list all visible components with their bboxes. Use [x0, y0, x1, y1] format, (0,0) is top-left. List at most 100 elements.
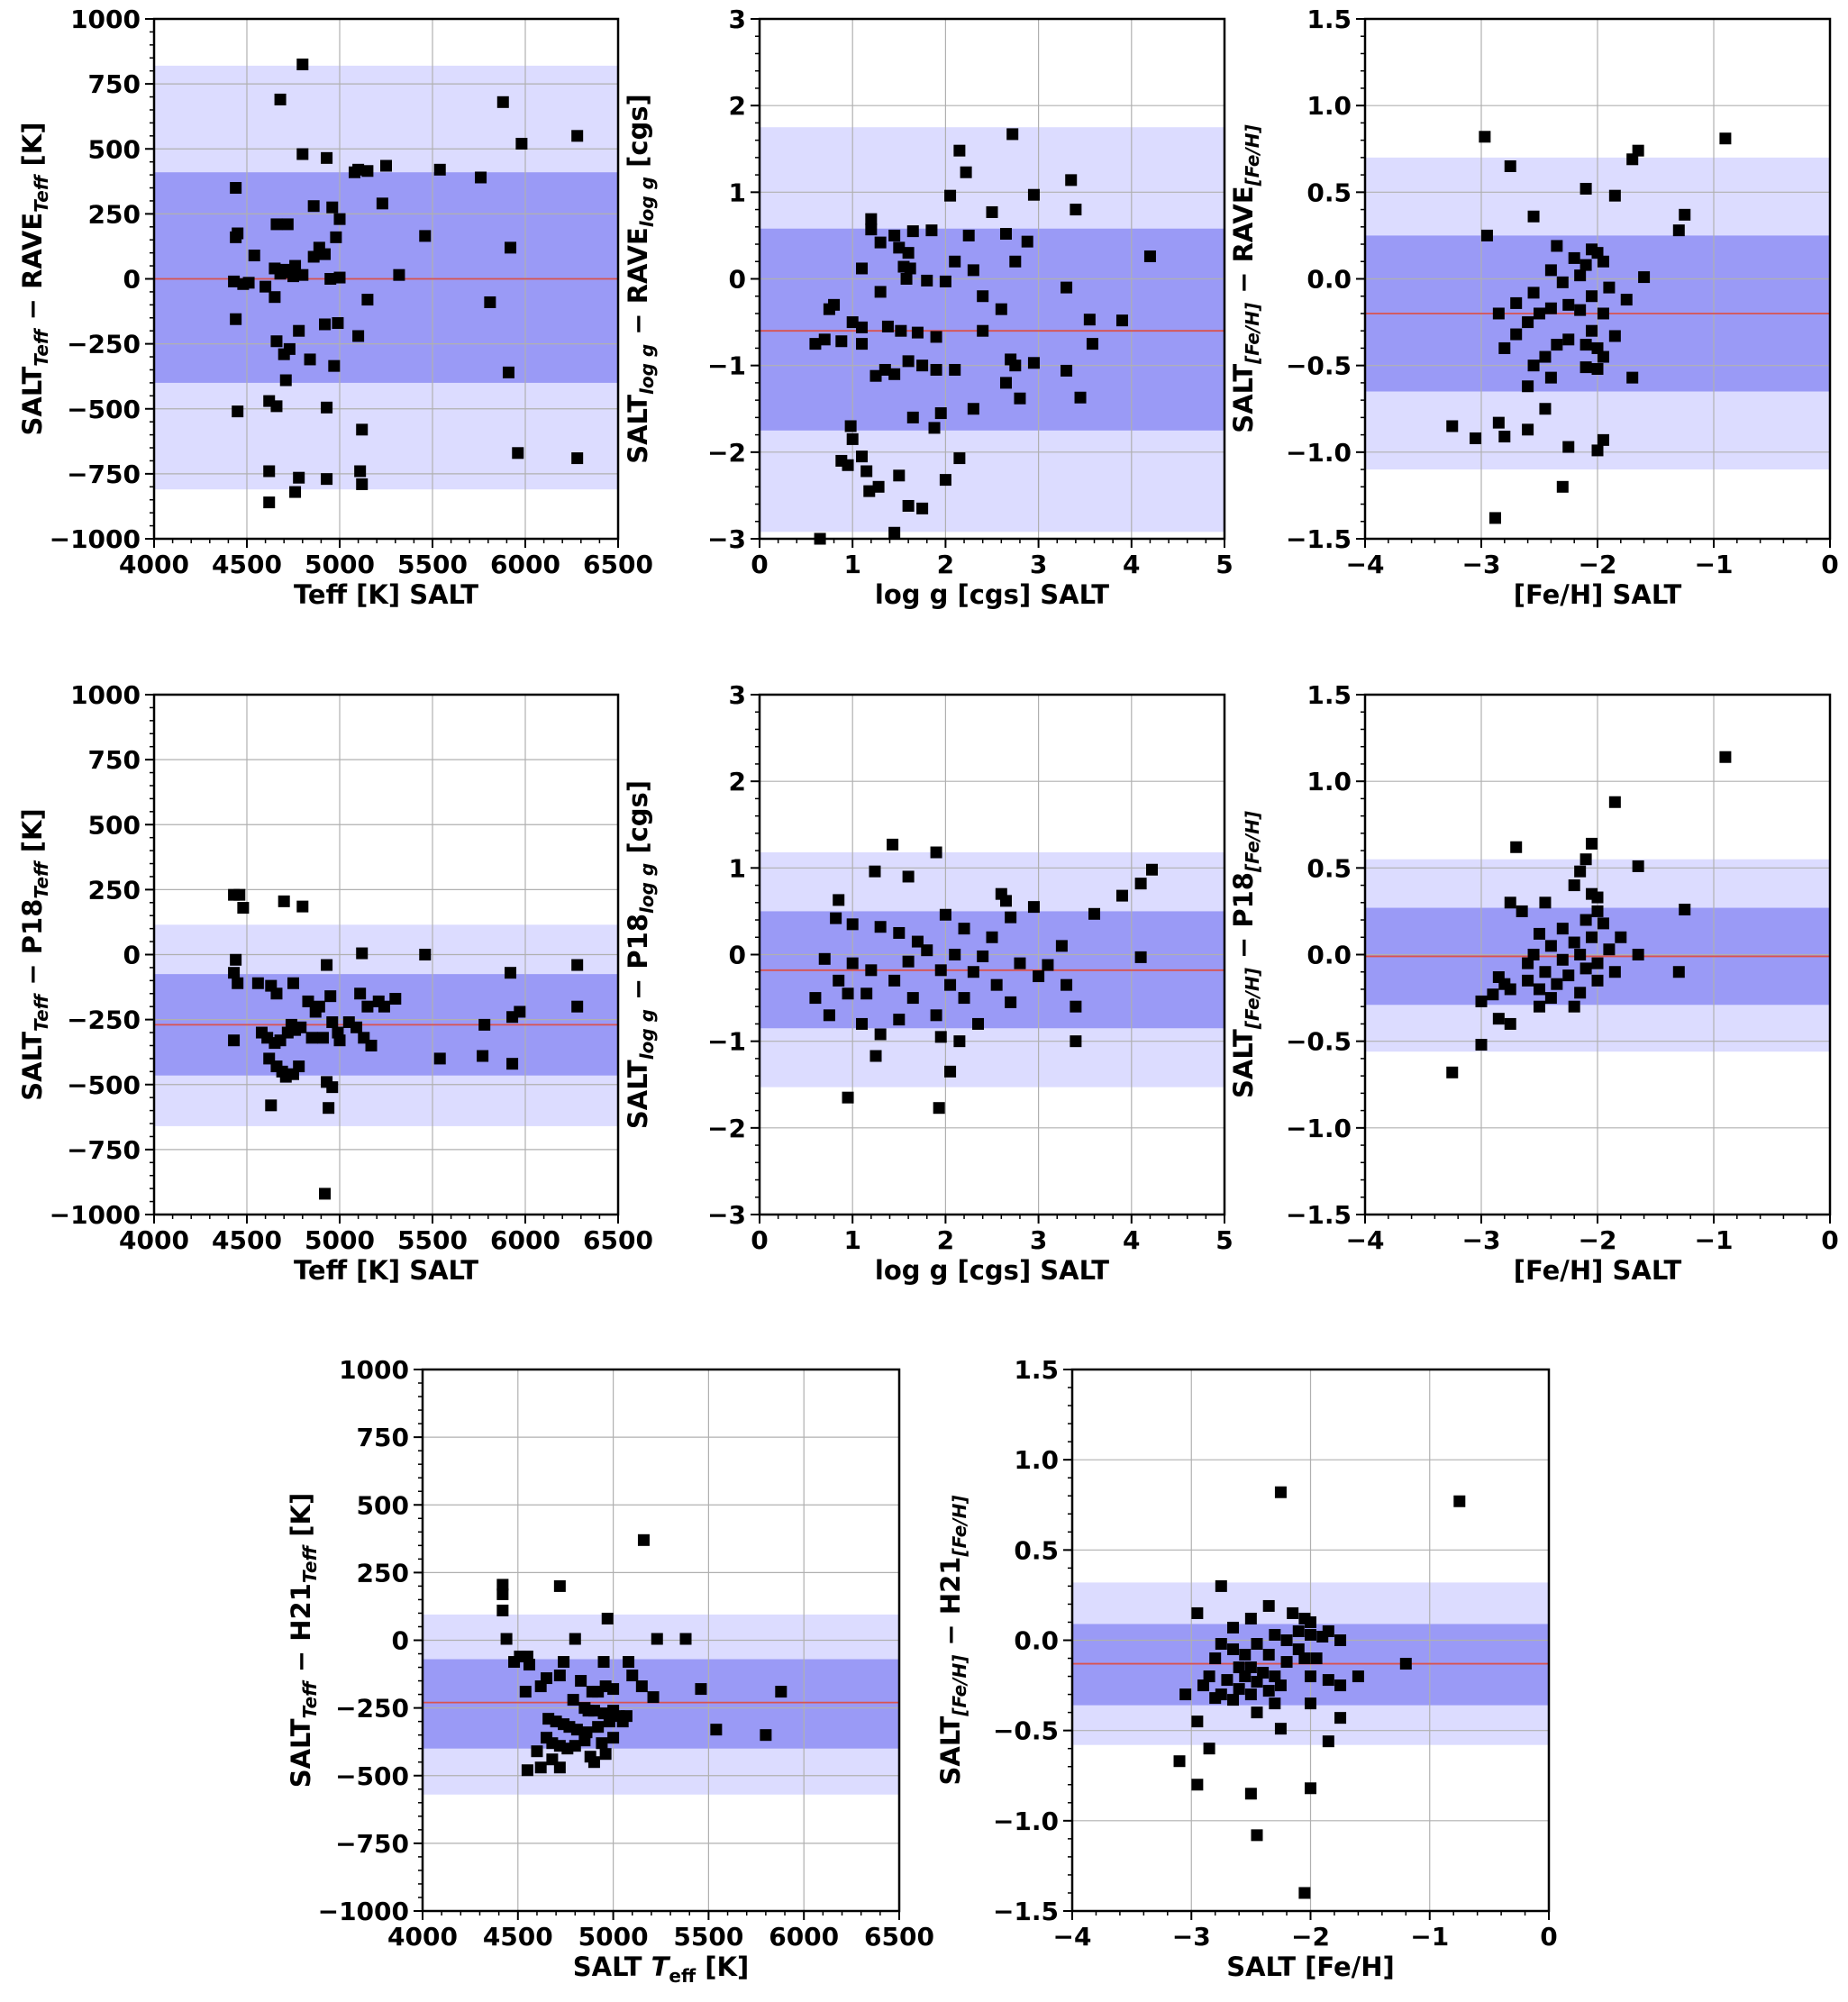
data-point — [1005, 911, 1017, 924]
data-point — [259, 280, 272, 293]
data-point — [881, 320, 894, 332]
y-axis-label: SALT[Fe/H] − P18[Fe/H] — [1228, 811, 1263, 1098]
data-point — [1061, 364, 1073, 377]
data-point — [1597, 307, 1609, 320]
y-tick-label: 0 — [123, 941, 141, 970]
data-point — [515, 137, 528, 150]
data-point — [1579, 962, 1592, 975]
x-tick-label: 0 — [751, 550, 768, 579]
data-point — [1574, 269, 1587, 282]
data-point — [1280, 1634, 1293, 1646]
x-tick-label: 4000 — [119, 550, 189, 579]
data-point — [1522, 423, 1534, 436]
data-point — [1544, 264, 1557, 277]
data-point — [953, 144, 966, 157]
data-point — [1510, 328, 1523, 341]
data-point — [1498, 431, 1511, 443]
data-point — [352, 330, 365, 342]
data-point — [1574, 304, 1587, 316]
data-point — [710, 1724, 723, 1736]
data-point — [930, 1009, 942, 1022]
data-point — [623, 1656, 635, 1669]
data-point — [350, 1021, 363, 1033]
data-point — [930, 363, 942, 376]
data-point — [902, 247, 915, 259]
data-point — [321, 151, 333, 164]
data-point — [856, 262, 869, 275]
data-point — [679, 1633, 692, 1645]
y-tick-label: −750 — [67, 460, 141, 489]
y-tick-label: −0.5 — [993, 1716, 1059, 1746]
data-point — [1115, 314, 1128, 327]
data-point — [304, 353, 316, 366]
data-point — [1544, 940, 1557, 952]
data-point — [1615, 931, 1627, 943]
data-point — [1191, 1779, 1204, 1791]
data-point — [1115, 889, 1128, 902]
data-point — [1534, 983, 1545, 996]
data-point — [995, 303, 1007, 315]
data-point — [1672, 224, 1685, 237]
x-axis-label: Teff [K] SALT — [294, 1255, 478, 1286]
data-point — [1215, 1638, 1227, 1651]
data-point — [534, 1680, 547, 1693]
x-axis-label: SALT [Fe/H] — [1226, 1952, 1395, 1982]
data-point — [1074, 391, 1087, 404]
data-point — [307, 250, 320, 263]
data-point — [977, 950, 989, 962]
data-point — [558, 1656, 570, 1669]
data-point — [571, 452, 584, 465]
data-point — [1470, 432, 1482, 444]
data-point — [1239, 1649, 1252, 1661]
data-point — [626, 1670, 639, 1682]
data-point — [1579, 182, 1592, 195]
data-point — [313, 1000, 325, 1013]
data-point — [1679, 903, 1691, 915]
data-point — [393, 268, 405, 281]
data-point — [844, 420, 857, 432]
data-point — [934, 964, 947, 977]
data-point — [1298, 1887, 1311, 1899]
data-point — [1014, 392, 1026, 405]
data-point — [1244, 1661, 1257, 1674]
data-point — [1586, 931, 1598, 943]
y-tick-label: 750 — [357, 1423, 409, 1452]
data-point — [478, 1018, 491, 1031]
data-point — [1055, 940, 1068, 952]
data-point — [1522, 974, 1534, 987]
data-point — [1257, 1667, 1270, 1679]
data-point — [571, 130, 584, 142]
data-point — [1522, 316, 1534, 329]
data-point — [356, 423, 369, 436]
data-point — [1504, 1017, 1516, 1030]
data-point — [569, 1633, 581, 1645]
x-tick-label: 6000 — [490, 550, 560, 579]
data-point — [846, 918, 859, 931]
inner-band — [760, 228, 1224, 431]
data-point — [874, 1028, 887, 1041]
y-axis-label: SALT[Fe/H] − RAVE[Fe/H] — [1228, 124, 1263, 432]
data-point — [1179, 1688, 1192, 1701]
y-tick-label: 0.5 — [1306, 853, 1352, 883]
y-tick-label: 500 — [88, 810, 141, 840]
data-point — [809, 992, 822, 1005]
data-point — [949, 363, 961, 376]
data-point — [319, 248, 332, 260]
data-point — [1287, 1606, 1299, 1619]
data-point — [324, 990, 337, 1003]
y-tick-label: −1.0 — [993, 1806, 1059, 1836]
data-point — [972, 1017, 985, 1030]
data-point — [887, 838, 899, 851]
data-point — [419, 949, 432, 960]
data-point — [502, 366, 514, 378]
data-point — [484, 296, 496, 308]
data-point — [1504, 159, 1516, 172]
data-point — [1510, 296, 1523, 309]
data-point — [232, 405, 244, 418]
data-point — [1305, 1615, 1316, 1628]
data-point — [958, 992, 970, 1005]
data-point — [1527, 287, 1540, 299]
data-point — [842, 987, 854, 1000]
